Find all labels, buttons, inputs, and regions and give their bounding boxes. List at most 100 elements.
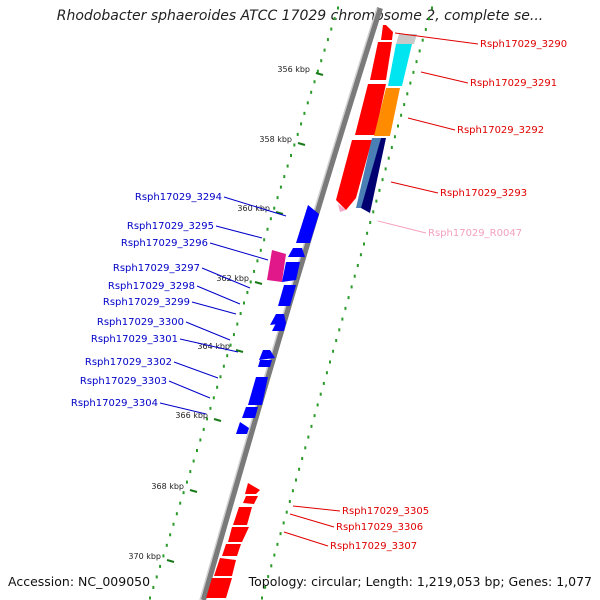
gc-dot [155,575,158,579]
tick-label: 362 kbp [216,274,249,283]
gc-dot [335,339,338,343]
gc-track-outer [149,6,339,600]
gc-dot [169,533,172,537]
gc-dot [279,532,282,536]
feature-orange [374,88,400,136]
gc-dot [282,521,285,525]
leader-line [292,505,341,512]
gene-label: Rsph17029_3300 [97,317,184,328]
gc-dot [273,553,276,557]
gc-dot [270,564,273,568]
gc-dot [333,17,336,21]
reverse-gene-arrow [296,205,319,243]
reverse-gene-arrow [242,407,258,418]
gc-dot [192,459,195,463]
gc-dot [269,217,272,221]
forward-gene-block [214,558,236,576]
gc-dot [212,396,215,400]
leader-line [168,380,211,399]
gc-dot [300,122,303,126]
gc-dot [363,242,365,246]
tick-mark [189,489,198,493]
gc-dot [319,392,322,396]
gc-dot [179,501,182,505]
gc-dot [298,467,301,471]
tick-label: 370 kbp [128,552,161,561]
gc-dot [397,124,399,128]
gc-dot [293,143,296,147]
gc-dot [253,269,256,273]
gc-dot [350,285,353,289]
gc-dot [366,231,369,235]
gc-dot [246,290,249,294]
leader-line [201,267,251,289]
gene-label: Rsph17029_3298 [108,281,195,292]
gc-dot [199,438,202,442]
gc-dot [206,417,209,421]
leader-line [390,181,439,194]
leader-line [159,402,207,415]
tick-label: 366 kbp [175,411,208,420]
tick-mark [254,281,263,285]
gene-label: Rsph17029_3307 [330,541,417,552]
gc-dot [338,328,341,332]
gene-label: Rsph17029_3302 [85,357,172,368]
tick-mark [235,349,244,353]
leader-line [394,32,479,45]
gc-dot [409,81,412,85]
reverse-gene-arrow [236,422,249,434]
gc-dot [279,185,282,189]
gc-dot [390,145,393,149]
forward-gene-arrow [245,483,260,494]
gc-dot [418,49,421,53]
gene-label: Rsph17029_3297 [113,263,200,274]
leader-line [173,361,219,379]
gc-dot [310,424,313,428]
gc-dot [239,312,242,316]
gc-dot [263,238,266,242]
chromosome-backbone-highlight [199,7,378,600]
gc-dot [249,280,252,284]
gc-dot [427,17,430,21]
gc-dot [291,489,294,493]
gene-label: Rsph17029_3291 [470,78,557,89]
tick-label: 358 kbp [259,135,292,144]
gene-label: Rsph17029_3292 [457,125,544,136]
gc-dot [290,154,292,157]
leader-line [283,531,329,547]
gc-dot [303,111,306,115]
gc-dot [162,554,165,558]
gc-dot [229,343,232,347]
gene-label: Rsph17029_3295 [127,221,214,232]
leader-line [215,225,263,239]
reverse-gene-arrow [258,360,272,367]
forward-gene-arrow [381,25,393,40]
gc-dot [384,167,387,171]
gc-dot [325,371,328,375]
reverse-gene-arrow [288,248,305,257]
tick-mark [166,559,175,563]
gc-dot [406,92,409,96]
gc-dot [372,210,375,214]
gc-dot [264,585,267,589]
forward-gene-arrow [243,496,258,504]
leader-line [196,285,241,305]
gc-dot [189,470,192,474]
gc-dot [320,59,323,63]
gc-dot [273,206,276,210]
gc-dot [185,480,188,484]
gc-dot [219,375,222,379]
gc-dot [182,491,185,495]
feature-grey [396,34,417,44]
gc-dot [209,406,212,410]
gc-dot [276,542,279,546]
gc-dot [403,103,406,107]
gc-dot [424,27,427,31]
gene-label: Rsph17029_3294 [135,192,222,203]
gc-dot [304,446,307,450]
tick-label: 356 kbp [277,65,310,74]
forward-gene-block [370,42,392,80]
gc-dot [306,101,309,105]
gc-dot [236,322,239,326]
forward-gene-block [355,84,386,135]
